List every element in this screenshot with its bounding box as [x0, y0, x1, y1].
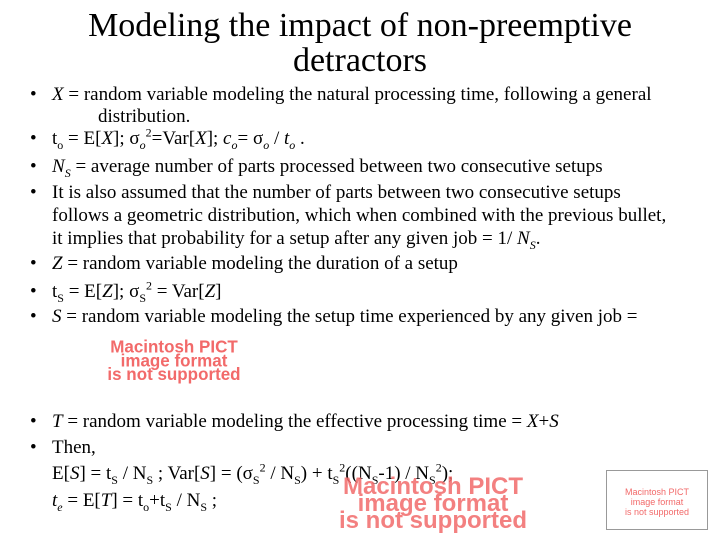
placeholder-line-3: is not supported: [107, 364, 241, 385]
bullet-1-line-2: distribution.: [98, 106, 191, 127]
placeholder-line-2: image format: [357, 490, 509, 517]
bullet-1-line-1: X = random variable modeling the natural…: [52, 84, 652, 105]
bullet-3: NS = average number of parts processed b…: [52, 156, 603, 180]
bullet-glyph: •: [30, 281, 37, 302]
placeholder-line-1: Macintosh PICT: [624, 487, 690, 497]
bullet-glyph: •: [30, 156, 37, 177]
bullet-glyph: •: [30, 411, 37, 432]
unsupported-image-placeholder: Macintosh PICT image format is not suppo…: [607, 471, 707, 517]
placeholder-line-3: is not supported: [624, 507, 690, 517]
placeholder-line-2: image format: [630, 497, 684, 507]
equation-2: te = E[T] = to+tS / NS ;: [52, 490, 218, 514]
bullet-glyph: •: [30, 306, 37, 327]
bullet-4-line-3: it implies that probability for a setup …: [52, 228, 541, 252]
equation-1: E[S] = tS / NS ; Var[S] = (σS2 / NS) + t…: [52, 460, 454, 487]
unsupported-image-placeholder: Macintosh PICT image format is not suppo…: [262, 473, 604, 534]
placeholder-line-1: Macintosh PICT: [342, 473, 523, 500]
placeholder-line-2: image format: [120, 350, 228, 371]
placeholder-line-3: is not supported: [339, 507, 527, 534]
slide-title: Modeling the impact of non-preemptive de…: [0, 8, 720, 78]
bullet-7: S = random variable modeling the setup t…: [52, 306, 638, 327]
bullet-glyph: •: [30, 128, 37, 149]
bullet-4-line-1: It is also assumed that the number of pa…: [52, 182, 621, 203]
title-line-1: Modeling the impact of non-preemptive: [88, 7, 632, 44]
bullet-glyph: •: [30, 437, 37, 458]
bullet-5: Z = random variable modeling the duratio…: [52, 253, 458, 274]
bullet-9: Then,: [52, 437, 96, 458]
unsupported-image-placeholder: Macintosh PICT image format is not suppo…: [58, 336, 290, 385]
bullet-6: tS = E[Z]; σS2 = Var[Z]: [52, 278, 222, 305]
bullet-glyph: •: [30, 84, 37, 105]
bullet-glyph: •: [30, 253, 37, 274]
bullet-2: to = E[X]; σo2=Var[X]; co= σo / to .: [52, 125, 305, 152]
bullet-8: T = random variable modeling the effecti…: [52, 411, 559, 432]
unsupported-image-frame: Macintosh PICT image format is not suppo…: [606, 470, 708, 530]
placeholder-line-1: Macintosh PICT: [110, 336, 238, 357]
title-line-2: detractors: [292, 42, 428, 79]
bullet-glyph: •: [30, 182, 37, 203]
bullet-4-line-2: follows a geometric distribution, which …: [52, 205, 667, 226]
